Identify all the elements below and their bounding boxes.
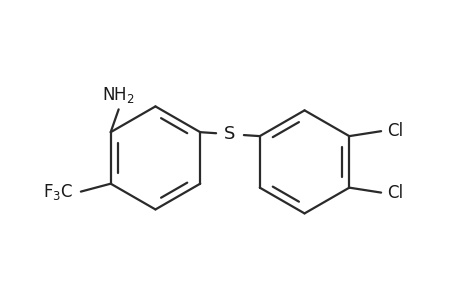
Text: Cl: Cl [386,122,403,140]
Text: NH$_2$: NH$_2$ [102,85,135,104]
Text: Cl: Cl [386,184,403,202]
Text: S: S [224,125,235,143]
Text: F$_3$C: F$_3$C [43,182,73,202]
